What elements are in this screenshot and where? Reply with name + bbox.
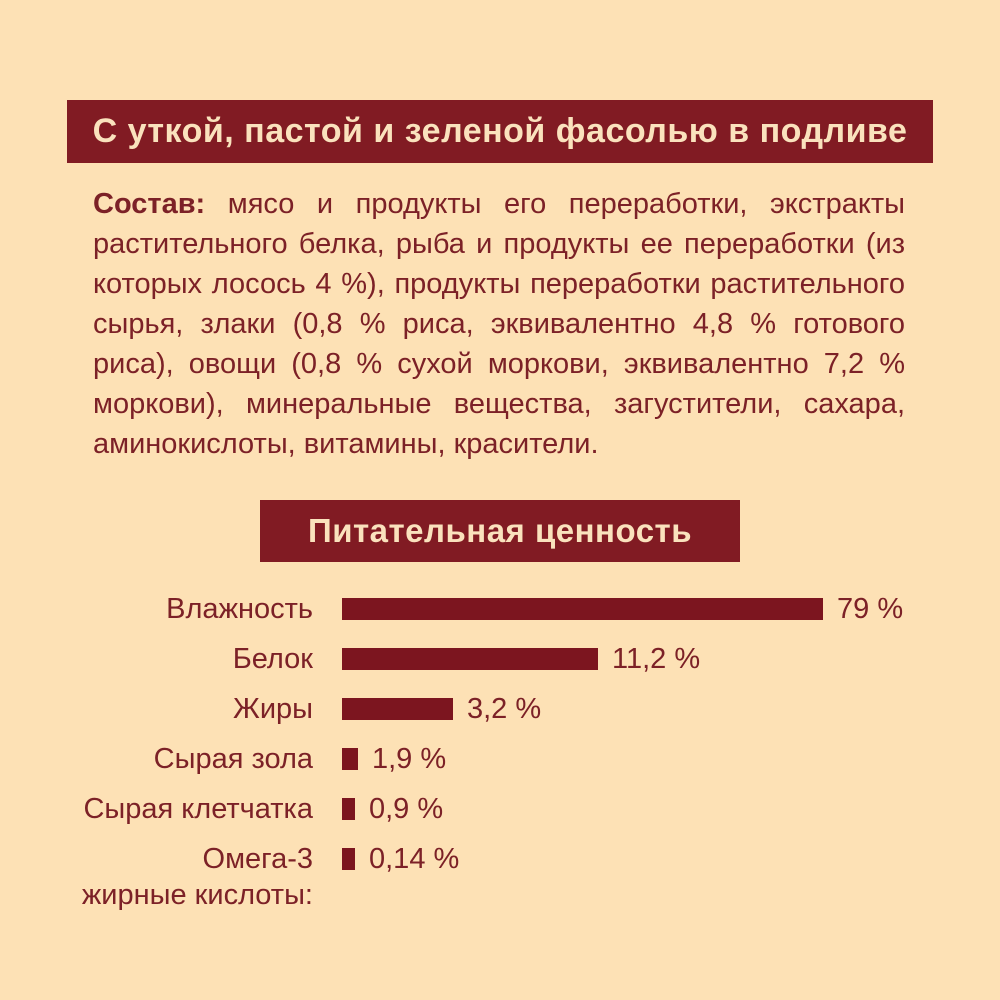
chart-row: Омега-3 жирные кислоты: 0,14 % xyxy=(60,834,950,913)
nutrition-value-banner: Питательная ценность xyxy=(260,500,740,562)
chart-bar-value: 11,2 % xyxy=(612,642,701,675)
chart-row: Сырая зола 1,9 % xyxy=(60,734,950,784)
chart-bar xyxy=(342,698,453,720)
chart-row: Сырая клетчатка 0,9 % xyxy=(60,784,950,834)
chart-bar-area: 0,14 % xyxy=(342,834,459,884)
chart-bar xyxy=(342,798,355,820)
composition-text: мясо и продукты его переработки, экстрак… xyxy=(93,188,905,460)
chart-bar-value: 3,2 % xyxy=(467,692,542,725)
chart-bar-area: 1,9 % xyxy=(342,734,446,784)
chart-bar xyxy=(342,848,355,870)
chart-row-label: Сырая зола xyxy=(153,743,313,775)
chart-row-label: Влажность xyxy=(166,593,313,625)
chart-row: Влажность 79 % xyxy=(60,584,950,634)
chart-row-label: Жиры xyxy=(233,693,313,725)
nutrition-bar-chart: Влажность 79 % Белок 11,2 % Жиры 3,2 % Сырая з… xyxy=(60,584,950,913)
chart-row-label: Омега-3 жирные кислоты: xyxy=(81,843,313,911)
chart-row: Белок 11,2 % xyxy=(60,634,950,684)
chart-bar xyxy=(342,598,823,620)
chart-row-label: Сырая клетчатка xyxy=(83,793,313,825)
chart-bar-area: 0,9 % xyxy=(342,784,443,834)
chart-row-label: Белок xyxy=(232,643,313,675)
chart-bar xyxy=(342,648,598,670)
composition-label: Состав: xyxy=(93,188,206,220)
chart-bar-value: 0,9 % xyxy=(369,792,444,825)
chart-bar-value: 79 % xyxy=(837,592,904,625)
chart-bar-area: 11,2 % xyxy=(342,634,700,684)
composition-paragraph: Состав: мясо и продукты его переработки,… xyxy=(93,184,905,464)
chart-bar xyxy=(342,748,358,770)
nutrition-chart-title: Питательная ценность xyxy=(307,512,693,549)
chart-bar-value: 1,9 % xyxy=(372,742,447,775)
chart-bar-area: 79 % xyxy=(342,584,903,634)
chart-bar-value: 0,14 % xyxy=(369,842,460,875)
product-title-banner: С уткой, пастой и зеленой фасолью в подл… xyxy=(67,100,933,163)
chart-row: Жиры 3,2 % xyxy=(60,684,950,734)
chart-bar-area: 3,2 % xyxy=(342,684,541,734)
product-title: С уткой, пастой и зеленой фасолью в подл… xyxy=(92,112,908,150)
